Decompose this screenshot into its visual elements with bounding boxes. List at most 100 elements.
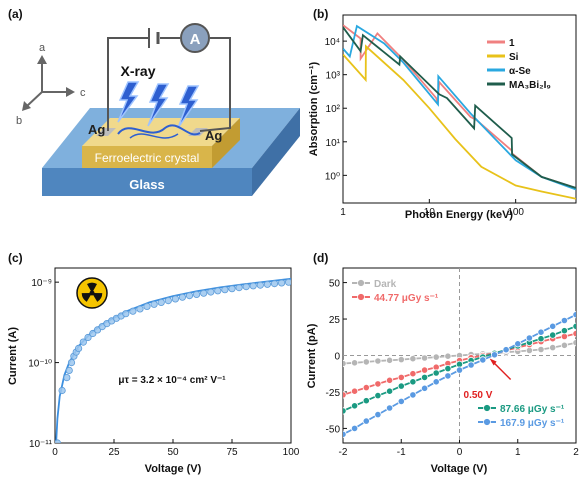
panel-c-data-point <box>164 296 172 305</box>
panel-d-data-point <box>409 378 417 386</box>
panel-c-data-point <box>150 300 158 308</box>
panel-b-label: (b) <box>313 7 328 21</box>
ag-left-label: Ag <box>88 122 105 137</box>
panel-d-data-point <box>362 397 370 405</box>
panel-b-ytick-label: 10² <box>326 104 341 115</box>
panel-d-legend-label: 87.66 μGy s⁻¹ <box>500 404 565 415</box>
panel-c-data-point <box>228 285 236 293</box>
panel-d-xtick-label: 2 <box>573 447 579 458</box>
panel-a-label: (a) <box>8 7 23 21</box>
panel-c-ytick-label: 10⁻¹¹ <box>29 439 53 450</box>
panel-d-data-point <box>362 417 370 425</box>
panel-b-legend-label: 1 <box>509 38 515 49</box>
panel-c-ytick-label: 10⁻¹⁰ <box>28 359 52 370</box>
radiation-icon <box>76 277 108 309</box>
panel-b-xtick-label: 1 <box>340 207 346 218</box>
panel-d-legend: Dark 44.77 μGy s⁻¹ 87.66 μGy s⁻¹ 167.9 μGy … <box>352 279 565 429</box>
panel-d-data-point <box>374 391 382 400</box>
panel-c: (c) 0 25 50 75 100 10⁻¹¹ 10⁻¹⁰ 10⁻⁹ μτ = 3.2 × … <box>7 251 300 475</box>
panel-c-data-point <box>67 358 76 367</box>
panel-c-data-point <box>136 305 144 313</box>
panel-c-ylabel: Current (A) <box>7 327 19 385</box>
panel-d-data-point <box>525 346 534 355</box>
panel-d-data-point <box>374 380 382 388</box>
panel-b-xtick-label: 100 <box>507 207 524 218</box>
panel-c-xtick-label: 100 <box>283 447 300 458</box>
panel-c-ytick-label: 10⁻⁹ <box>31 278 52 289</box>
panel-b-ytick-label: 10⁴ <box>325 37 340 48</box>
mu-tau-annotation: μτ = 3.2 × 10⁻⁴ cm² V⁻¹ <box>118 375 226 386</box>
panel-c-data-point <box>235 283 243 292</box>
panel-c-data-point <box>285 278 291 286</box>
panel-b: (b) 1 10 100 10⁰ 10¹ 10² 10³ 10⁴ 1 Si α-Se MA₃Bi₂I… <box>308 7 577 221</box>
panel-d-data-point <box>409 355 417 363</box>
panel-d-data-point <box>549 322 557 330</box>
panel-c-data-point <box>214 287 222 295</box>
panel-b-ytick-label: 10⁰ <box>325 171 340 182</box>
panel-c-data-point <box>89 329 97 338</box>
panel-c-data-point <box>84 333 92 342</box>
panel-d-data-point <box>572 322 576 330</box>
wire-left <box>107 37 148 131</box>
panel-b-ytick-label: 10¹ <box>326 138 341 149</box>
panel-c-data-point <box>242 282 250 291</box>
panel-d-data-point <box>343 430 347 438</box>
panel-b-series-line <box>343 24 576 189</box>
panel-d-data-point <box>385 404 394 412</box>
panel-d-legend-marker <box>483 404 491 412</box>
panel-d-ytick-label: 0 <box>334 352 340 363</box>
glass-label: Glass <box>129 177 164 192</box>
panel-c-data-point <box>171 295 179 303</box>
panel-b-ylabel: Absorption (cm⁻¹) <box>308 61 320 156</box>
crystal-label: Ferroelectric crystal <box>95 151 200 165</box>
axis-c-label: c <box>80 87 86 99</box>
panel-c-data-point <box>249 282 257 290</box>
panel-c-data-point <box>207 288 215 296</box>
panel-c-xtick-label: 75 <box>226 447 238 458</box>
panel-d-data-point <box>502 346 510 354</box>
panel-c-data-point <box>122 310 130 318</box>
panel-d-data-point <box>560 316 569 325</box>
panel-d-data-point <box>374 410 382 419</box>
panel-b-xtick-label: 10 <box>424 207 436 218</box>
panel-c-data-point <box>256 281 264 289</box>
ferroelectric-crystal <box>82 118 240 168</box>
panel-d-data-point <box>385 387 394 395</box>
panel-c-data-point <box>65 366 73 374</box>
panel-d-data-point <box>397 355 405 364</box>
panel-d-data-point <box>397 382 405 390</box>
panel-d-annotation: 0.50 V <box>464 390 493 401</box>
panel-d-legend-marker <box>357 279 365 287</box>
panel-d-legend-marker <box>357 293 365 301</box>
panel-d-data-point <box>420 373 429 381</box>
panel-c-data-point <box>178 293 186 301</box>
panel-d-xtick-label: 1 <box>515 447 521 458</box>
panel-c-data-point <box>270 279 279 288</box>
panel-a: (a) a c b Glass Ferroelectric crystal <box>8 7 300 196</box>
panel-d-data-point <box>409 391 417 399</box>
panel-d-data-point <box>514 340 522 348</box>
panel-d-data-point <box>385 376 394 384</box>
panel-d-data-point <box>409 370 417 378</box>
panel-c-data-point <box>55 439 61 443</box>
xray-bolts-icon <box>117 81 201 139</box>
panel-d-data-point <box>444 352 452 360</box>
panel-d-legend-label: Dark <box>374 279 397 290</box>
panel-d-data-point <box>537 328 545 336</box>
panel-d-data-point <box>362 383 370 392</box>
panel-b-series <box>343 24 576 200</box>
panel-d-label: (d) <box>313 251 328 265</box>
panel-d-data-point <box>572 339 576 347</box>
axis-a-label: a <box>39 42 46 54</box>
panel-d-data-point <box>343 359 347 368</box>
panel-d-data-point <box>362 358 370 366</box>
panel-b-xlabel: Photon Energy (keV) <box>405 209 514 221</box>
panel-d-data-point <box>350 424 359 432</box>
crystal-axes-icon <box>22 55 75 111</box>
panel-d-data-point <box>432 353 440 361</box>
panel-d-data-point <box>420 354 429 362</box>
panel-d-xtick-label: -1 <box>397 447 406 458</box>
panel-d-data-point <box>385 356 394 364</box>
panel-d-data-point <box>397 373 405 381</box>
wire-right <box>199 37 231 132</box>
